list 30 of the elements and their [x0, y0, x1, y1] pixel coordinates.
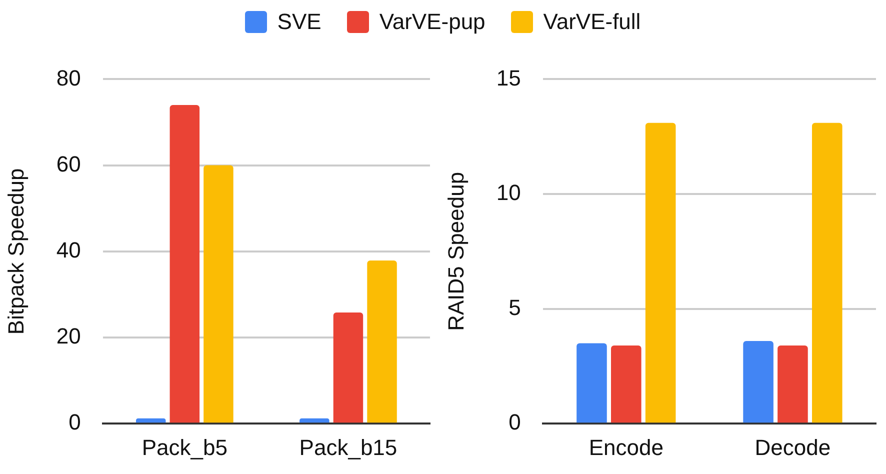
bar — [812, 122, 842, 423]
y-tick-label: 40 — [56, 237, 81, 262]
bar — [645, 122, 676, 423]
bar — [576, 343, 607, 423]
bar — [367, 260, 397, 423]
legend-label: VarVE-full — [543, 9, 641, 35]
bar — [204, 165, 234, 423]
y-axis-title: Bitpack Speedup — [3, 168, 28, 335]
x-tick-label: Decode — [754, 434, 831, 460]
bar — [743, 340, 774, 423]
y-tick-label: 0 — [68, 410, 81, 435]
legend-label: SVE — [277, 9, 322, 35]
bar — [778, 346, 808, 423]
y-tick-label: 0 — [508, 410, 521, 435]
bar — [300, 418, 330, 423]
y-tick-label: 20 — [56, 324, 81, 349]
y-axis-title: RAID5 Speedup — [443, 172, 468, 331]
y-tick-label: 10 — [496, 180, 521, 206]
y-tick-label: 60 — [56, 151, 81, 176]
x-tick-label: Pack_b5 — [142, 434, 228, 460]
x-tick-label: Encode — [588, 434, 664, 460]
bar — [333, 312, 364, 423]
y-tick-label: 5 — [508, 294, 521, 320]
y-tick-label: 15 — [496, 65, 521, 90]
bar — [136, 418, 166, 423]
y-tick-label: 80 — [56, 65, 81, 90]
legend-label: VarVE-pup — [379, 9, 486, 35]
x-tick-label: Pack_b15 — [299, 434, 398, 460]
bar — [170, 105, 200, 423]
bar — [611, 346, 642, 423]
